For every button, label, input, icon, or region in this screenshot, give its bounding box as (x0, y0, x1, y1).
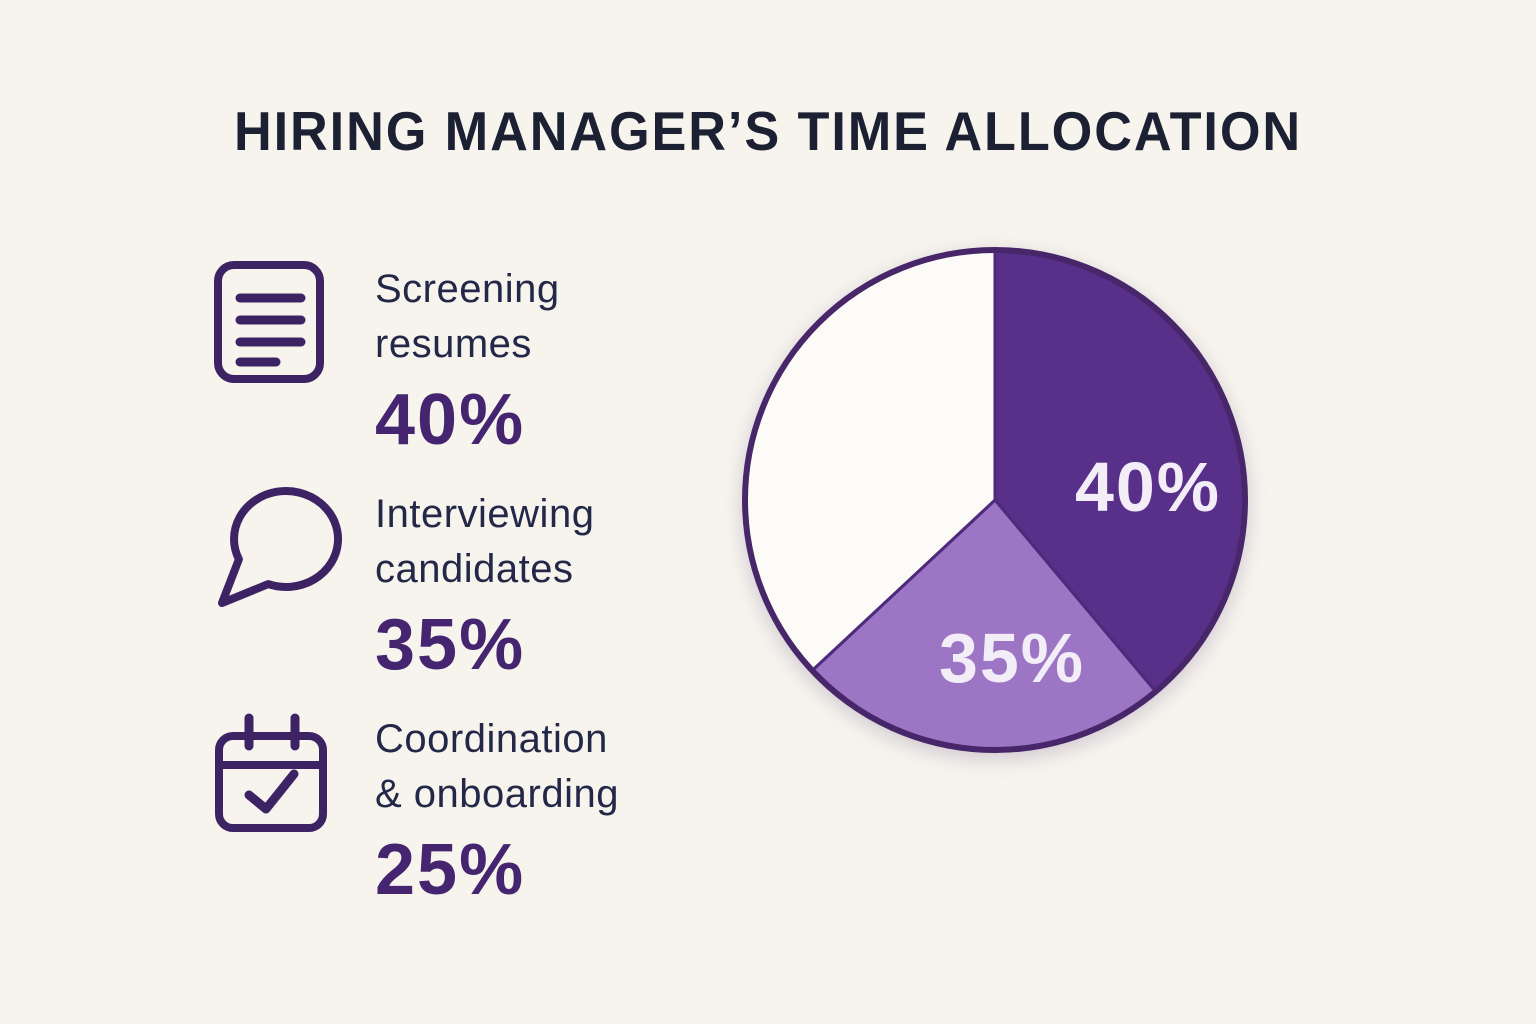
legend-percent-value: 35% (375, 605, 526, 685)
legend-label-line: Interviewing (375, 492, 595, 536)
legend-label-line: resumes (375, 322, 532, 366)
legend-label-line: candidates (375, 547, 574, 591)
legend-item-coordination-onboarding: Coordination & onboarding 25% (213, 710, 619, 906)
legend-percent-value: 40% (375, 380, 526, 460)
legend-item-screening-resumes: Screening resumes 40% (213, 260, 560, 456)
page-title: HIRING MANAGER’S TIME ALLOCATION (233, 100, 1303, 162)
legend-text-coordination-onboarding: Coordination & onboarding 25% (375, 710, 619, 906)
pie-outline-ring (742, 247, 1248, 753)
legend-label-line: & onboarding (375, 772, 619, 816)
document-icon (213, 260, 331, 384)
legend-item-interviewing-candidates: Interviewing candidates 35% (213, 485, 594, 681)
calendar-check-icon (213, 710, 331, 838)
legend-text-interviewing-candidates: Interviewing candidates 35% (375, 485, 594, 681)
legend-text-screening-resumes: Screening resumes 40% (375, 260, 560, 456)
pie-chart-area: 40% 35% (715, 220, 1275, 780)
legend-label-line: Screening (375, 267, 560, 311)
legend-percent-value: 25% (375, 830, 526, 910)
pie-chart: 40% 35% (742, 247, 1248, 753)
pie-slice-label-interviewing-candidates: 35% (939, 619, 1085, 697)
pie-slice-label-screening-resumes: 40% (1075, 448, 1221, 526)
speech-bubble-icon (213, 485, 343, 611)
legend-label-line: Coordination (375, 717, 608, 761)
